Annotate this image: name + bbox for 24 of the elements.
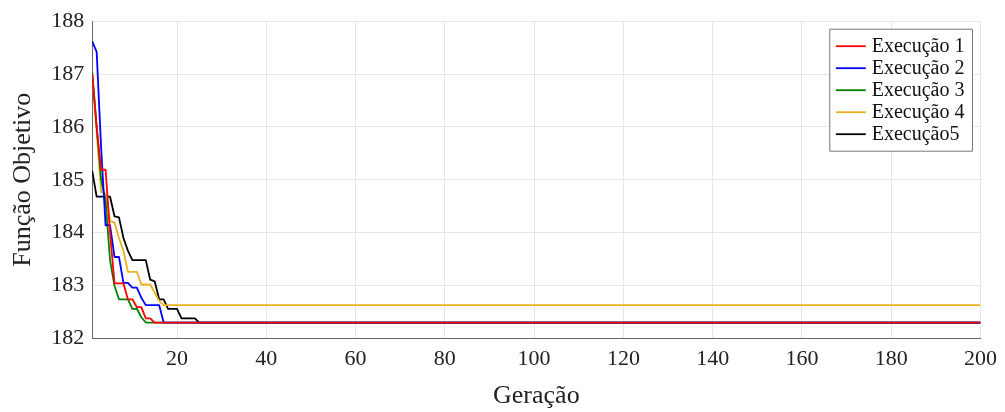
legend-label: Execução 4 xyxy=(871,100,965,124)
y-tick-label: 182 xyxy=(51,324,85,350)
x-axis-title: Geração xyxy=(493,380,580,410)
x-tick-label: 120 xyxy=(606,345,640,371)
legend-label: Execução 2 xyxy=(871,56,965,80)
y-tick-label: 183 xyxy=(51,271,85,297)
legend-label: Execução5 xyxy=(871,122,960,146)
x-tick-label: 20 xyxy=(166,345,189,371)
y-tick-label: 186 xyxy=(51,112,85,138)
legend-label: Execução 1 xyxy=(871,34,965,58)
y-axis-title: Função Objetivo xyxy=(7,92,37,267)
y-tick-label: 187 xyxy=(51,59,85,85)
x-tick-label: 140 xyxy=(696,345,730,371)
x-tick-label: 200 xyxy=(964,345,997,371)
y-tick-label: 188 xyxy=(51,6,85,32)
x-tick-label: 100 xyxy=(517,345,551,371)
legend-label: Execução 3 xyxy=(871,78,965,102)
y-tick-label: 185 xyxy=(51,165,85,191)
x-tick-label: 80 xyxy=(433,345,456,371)
y-tick-label: 184 xyxy=(51,218,85,244)
x-tick-label: 160 xyxy=(785,345,819,371)
x-tick-label: 180 xyxy=(874,345,908,371)
x-tick-label: 60 xyxy=(344,345,367,371)
x-tick-label: 40 xyxy=(255,345,278,371)
